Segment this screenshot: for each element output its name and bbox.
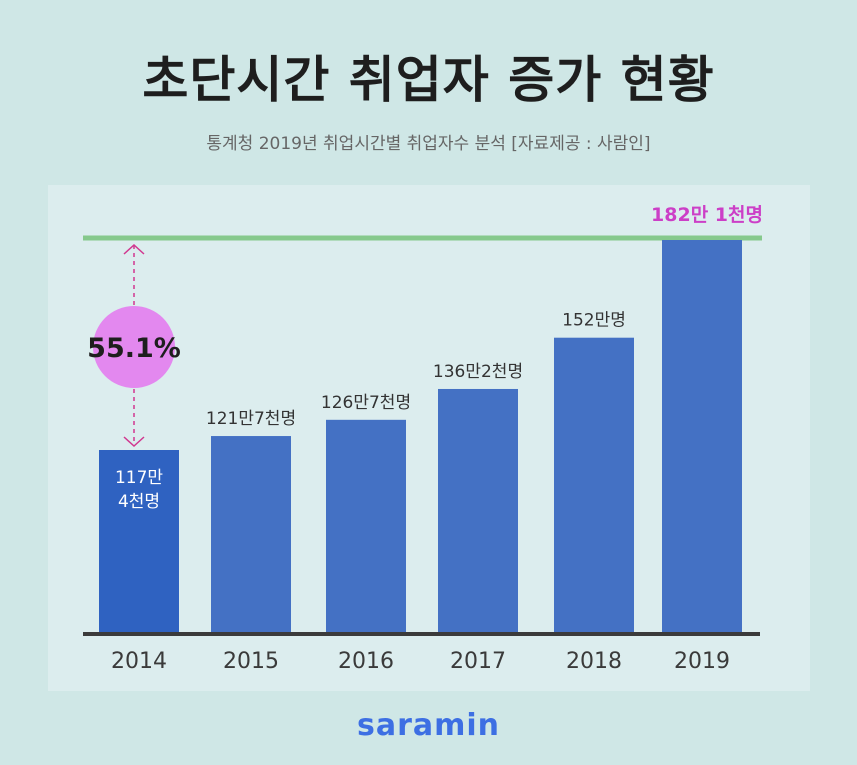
x-tick-label-2017: 2017	[450, 649, 506, 674]
bar-2019	[662, 240, 742, 632]
x-tick-label-2019: 2019	[674, 649, 730, 674]
data-label-2014-line2: 4천명	[118, 492, 160, 512]
chart-title: 초단시간 취업자 증가 현황	[142, 51, 715, 109]
saramin-logo: saramin	[356, 708, 501, 743]
chart-subtitle: 통계청 2019년 취업시간별 취업자수 분석 [자료제공 : 사람인]	[206, 134, 651, 154]
bar-2016	[326, 419, 406, 632]
data-label-2016: 126만7천명	[321, 393, 411, 413]
bar-2017	[438, 388, 518, 632]
data-label-2015: 121만7천명	[206, 409, 296, 429]
arrow-up-icon	[123, 243, 145, 255]
x-tick-label-2014: 2014	[111, 649, 167, 674]
bar-2014	[99, 450, 179, 632]
x-tick-label-2015: 2015	[223, 649, 279, 674]
growth-badge	[93, 306, 175, 388]
x-tick-label-2018: 2018	[566, 649, 622, 674]
growth-annotation: 55.1%	[87, 243, 181, 448]
growth-percent-label: 55.1%	[87, 333, 181, 364]
data-label-2014-line1: 117만	[115, 468, 163, 488]
data-label-2017: 136만2천명	[433, 362, 523, 382]
bar-2018	[554, 337, 634, 632]
x-tick-label-2016: 2016	[338, 649, 394, 674]
data-label-2019: 182만 1천명	[651, 204, 763, 226]
data-label-2018: 152만명	[562, 311, 626, 331]
arrow-down-icon	[123, 436, 145, 448]
bar-2015	[211, 436, 291, 632]
